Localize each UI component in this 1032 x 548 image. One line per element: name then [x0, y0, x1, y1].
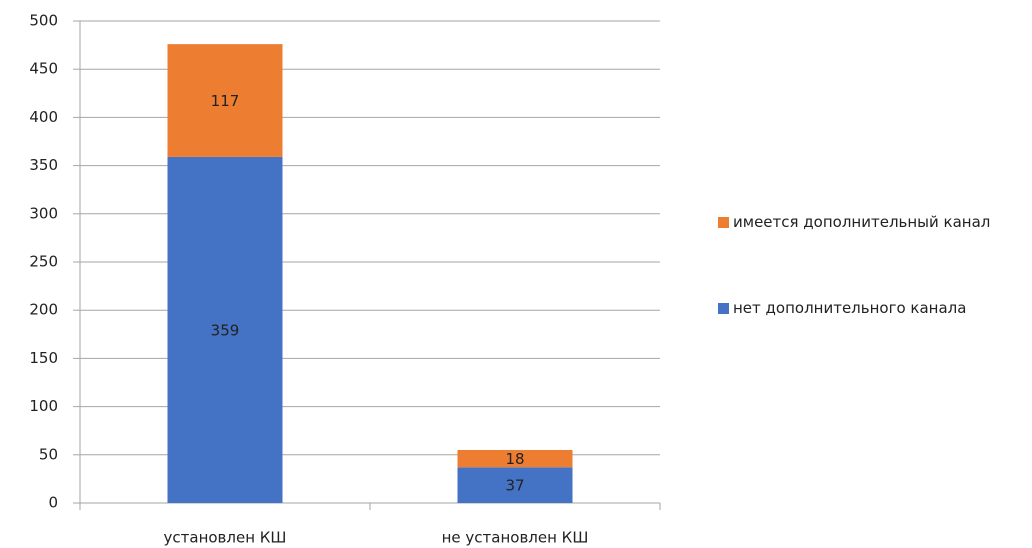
legend-label: имеется дополнительный канал [733, 213, 991, 231]
legend-swatch [718, 303, 729, 314]
legend-item: имеется дополнительный канал [718, 208, 1032, 237]
legend-swatch [718, 217, 729, 228]
bar-segment [457, 449, 573, 468]
bar-segment [167, 44, 283, 157]
y-tick-label: 100 [29, 397, 58, 415]
y-tick-label: 400 [29, 108, 58, 126]
data-label: 37 [505, 477, 524, 495]
bar-segment [457, 467, 573, 503]
legend-label: нет дополнительного канала [733, 299, 967, 317]
y-tick-label: 500 [29, 12, 58, 30]
data-label: 18 [505, 450, 524, 468]
y-tick-label: 150 [29, 349, 58, 367]
y-tick-label: 300 [29, 204, 58, 222]
x-tick-label: установлен КШ [164, 529, 287, 547]
y-tick-label: 350 [29, 156, 58, 174]
y-tick-label: 250 [29, 253, 58, 271]
bar-segment [167, 156, 283, 503]
y-tick-label: 50 [39, 445, 58, 463]
data-label: 359 [211, 321, 240, 339]
x-tick-label: не установлен КШ [442, 529, 589, 547]
y-tick-label: 200 [29, 301, 58, 319]
y-tick-label: 450 [29, 60, 58, 78]
y-tick-label: 0 [48, 494, 58, 512]
legend-item: нет дополнительного канала [718, 294, 1032, 323]
data-label: 117 [211, 92, 240, 110]
